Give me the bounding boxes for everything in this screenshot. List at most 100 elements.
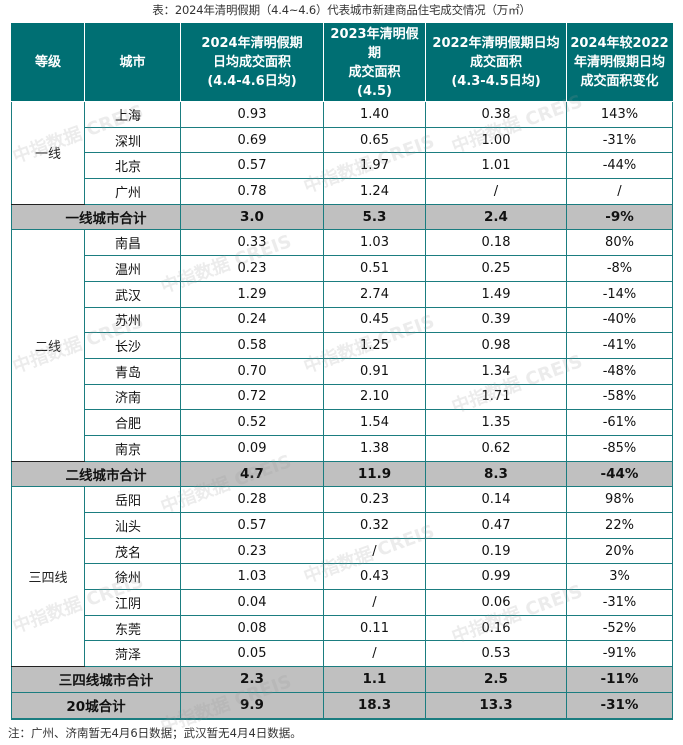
total-2024: 9.9 (180, 691, 324, 720)
table-row: 合肥 0.52 1.54 1.35 -61% (12, 409, 673, 436)
value-2024: 0.04 (180, 589, 324, 616)
value-2023: 1.24 (323, 178, 426, 205)
value-2024: 0.72 (180, 383, 324, 411)
header-city: 城市 (84, 23, 181, 102)
total-label: 20城合计 (11, 691, 181, 720)
tier-label: 三四线 (11, 486, 85, 668)
value-2024: 0.57 (180, 512, 324, 539)
value-2024: 0.28 (180, 486, 324, 513)
city-name: 东莞 (84, 614, 181, 642)
city-name: 江阴 (84, 589, 181, 616)
table-row: 武汉 1.29 2.74 1.49 -14% (12, 280, 673, 308)
value-2024: 0.05 (180, 640, 324, 668)
value-change: / (566, 178, 673, 205)
table-row: 徐州 1.03 0.43 0.99 3% (12, 563, 673, 591)
subtotal-row: 一线城市合计 3.0 5.3 2.4 -9% (11, 203, 673, 231)
value-2022: 0.16 (425, 614, 567, 642)
value-change: -85% (566, 434, 673, 462)
value-2023: 1.03 (323, 229, 426, 257)
subtotal-change: -44% (566, 460, 673, 488)
subtotal-2022: 2.5 (425, 666, 567, 693)
value-2024: 0.24 (180, 306, 324, 334)
subtotal-2023: 1.1 (323, 666, 426, 693)
value-2023: 2.10 (323, 383, 426, 411)
city-name: 合肥 (84, 409, 181, 436)
value-change: -58% (566, 383, 673, 411)
value-2023: 0.45 (323, 306, 426, 334)
table-row: 江阴 0.04/0.06 -31% (12, 589, 673, 616)
table-row: 三四线 岳阳 0.28 0.23 0.14 98% (11, 486, 673, 668)
value-change: -40% (566, 306, 673, 334)
value-2022: 1.71 (425, 383, 567, 411)
footnote: 注：广州、济南暂无4月6日数据；武汉暂无4月4日数据。 (8, 726, 302, 740)
subtotal-2023: 11.9 (323, 460, 426, 488)
value-2024: 0.69 (180, 126, 324, 154)
value-2023: 0.23 (323, 486, 426, 513)
table-row: 温州 0.23 0.51 0.25 -8% (12, 255, 673, 282)
header-tier: 等级 (11, 23, 85, 102)
tier-label: 一线 (11, 101, 85, 205)
value-change: -44% (566, 152, 673, 180)
value-2022: 1.34 (425, 357, 567, 385)
table-row: 南京 0.09 1.38 0.62 -85% (12, 434, 673, 462)
city-name: 岳阳 (84, 486, 181, 513)
subtotal-2024: 4.7 (180, 460, 324, 488)
table-body: 一线 上海 0.93 1.40 0.38 143% 深圳 0.69 0.65 1.00 -31% 北京… (11, 101, 673, 720)
subtotal-2023: 5.3 (323, 203, 426, 231)
value-2023: / (323, 589, 426, 616)
city-name: 上海 (84, 101, 181, 128)
city-name: 汕头 (84, 512, 181, 539)
table-row: 苏州 0.24 0.45 0.39 -40% (12, 306, 673, 334)
value-2022: 0.39 (425, 306, 567, 334)
total-change: -31% (566, 691, 673, 720)
value-2022: 1.01 (425, 152, 567, 180)
value-change: -52% (566, 614, 673, 642)
value-2024: 0.78 (180, 178, 324, 205)
table-row: 二线 南昌 0.33 1.03 0.18 80% (11, 229, 673, 462)
value-2023: 2.74 (323, 280, 426, 308)
value-change: -41% (566, 332, 673, 359)
value-2023: 0.51 (323, 255, 426, 282)
subtotal-2022: 8.3 (425, 460, 567, 488)
value-2022: 0.25 (425, 255, 567, 282)
city-name: 广州 (84, 178, 181, 205)
value-change: -8% (566, 255, 673, 282)
total-2023: 18.3 (323, 691, 426, 720)
subtotal-row: 三四线城市合计 2.3 1.1 2.5 -11% (11, 666, 673, 693)
value-2024: 0.70 (180, 357, 324, 385)
table-row: 一线 上海 0.93 1.40 0.38 143% (11, 101, 673, 205)
city-name: 武汉 (84, 280, 181, 308)
subtotal-label: 一线城市合计 (11, 203, 181, 231)
value-change: 3% (566, 563, 673, 591)
value-change: -31% (566, 589, 673, 616)
subtotal-row: 二线城市合计 4.7 11.9 8.3 -44% (11, 460, 673, 488)
tier-label: 二线 (11, 229, 85, 462)
subtotal-2024: 2.3 (180, 666, 324, 693)
city-name: 长沙 (84, 332, 181, 359)
value-2022: 1.35 (425, 409, 567, 436)
value-change: -91% (566, 640, 673, 668)
value-change: 80% (566, 229, 673, 257)
value-2024: 0.93 (180, 101, 324, 128)
table-row: 汕头 0.57 0.32 0.47 22% (12, 512, 673, 539)
city-name: 苏州 (84, 306, 181, 334)
city-name: 南昌 (84, 229, 181, 257)
value-2023: / (323, 537, 426, 565)
value-2022: 0.99 (425, 563, 567, 591)
value-2022: 0.14 (425, 486, 567, 513)
value-2022: 0.38 (425, 101, 567, 128)
value-change: -14% (566, 280, 673, 308)
value-2023: 0.11 (323, 614, 426, 642)
table-caption: 表：2024年清明假期（4.4~4.6）代表城市新建商品住宅成交情况（万㎡） (152, 3, 531, 17)
header-change: 2024年较2022 年清明假期日均 成交面积变化 (566, 23, 673, 102)
table-row: 菏泽 0.05/0.53 -91% (12, 640, 673, 668)
table-row: 东莞 0.08 0.11 0.16 -52% (12, 614, 673, 642)
value-2023: 0.32 (323, 512, 426, 539)
value-2023: 1.25 (323, 332, 426, 359)
subtotal-change: -11% (566, 666, 673, 693)
header-row: 等级 城市 2024年清明假期 日均成交面积 (4.4-4.6日均) 2023年清明… (11, 23, 673, 102)
value-2024: 0.58 (180, 332, 324, 359)
value-2023: 0.91 (323, 357, 426, 385)
value-2024: 0.23 (180, 255, 324, 282)
value-2022: 1.49 (425, 280, 567, 308)
